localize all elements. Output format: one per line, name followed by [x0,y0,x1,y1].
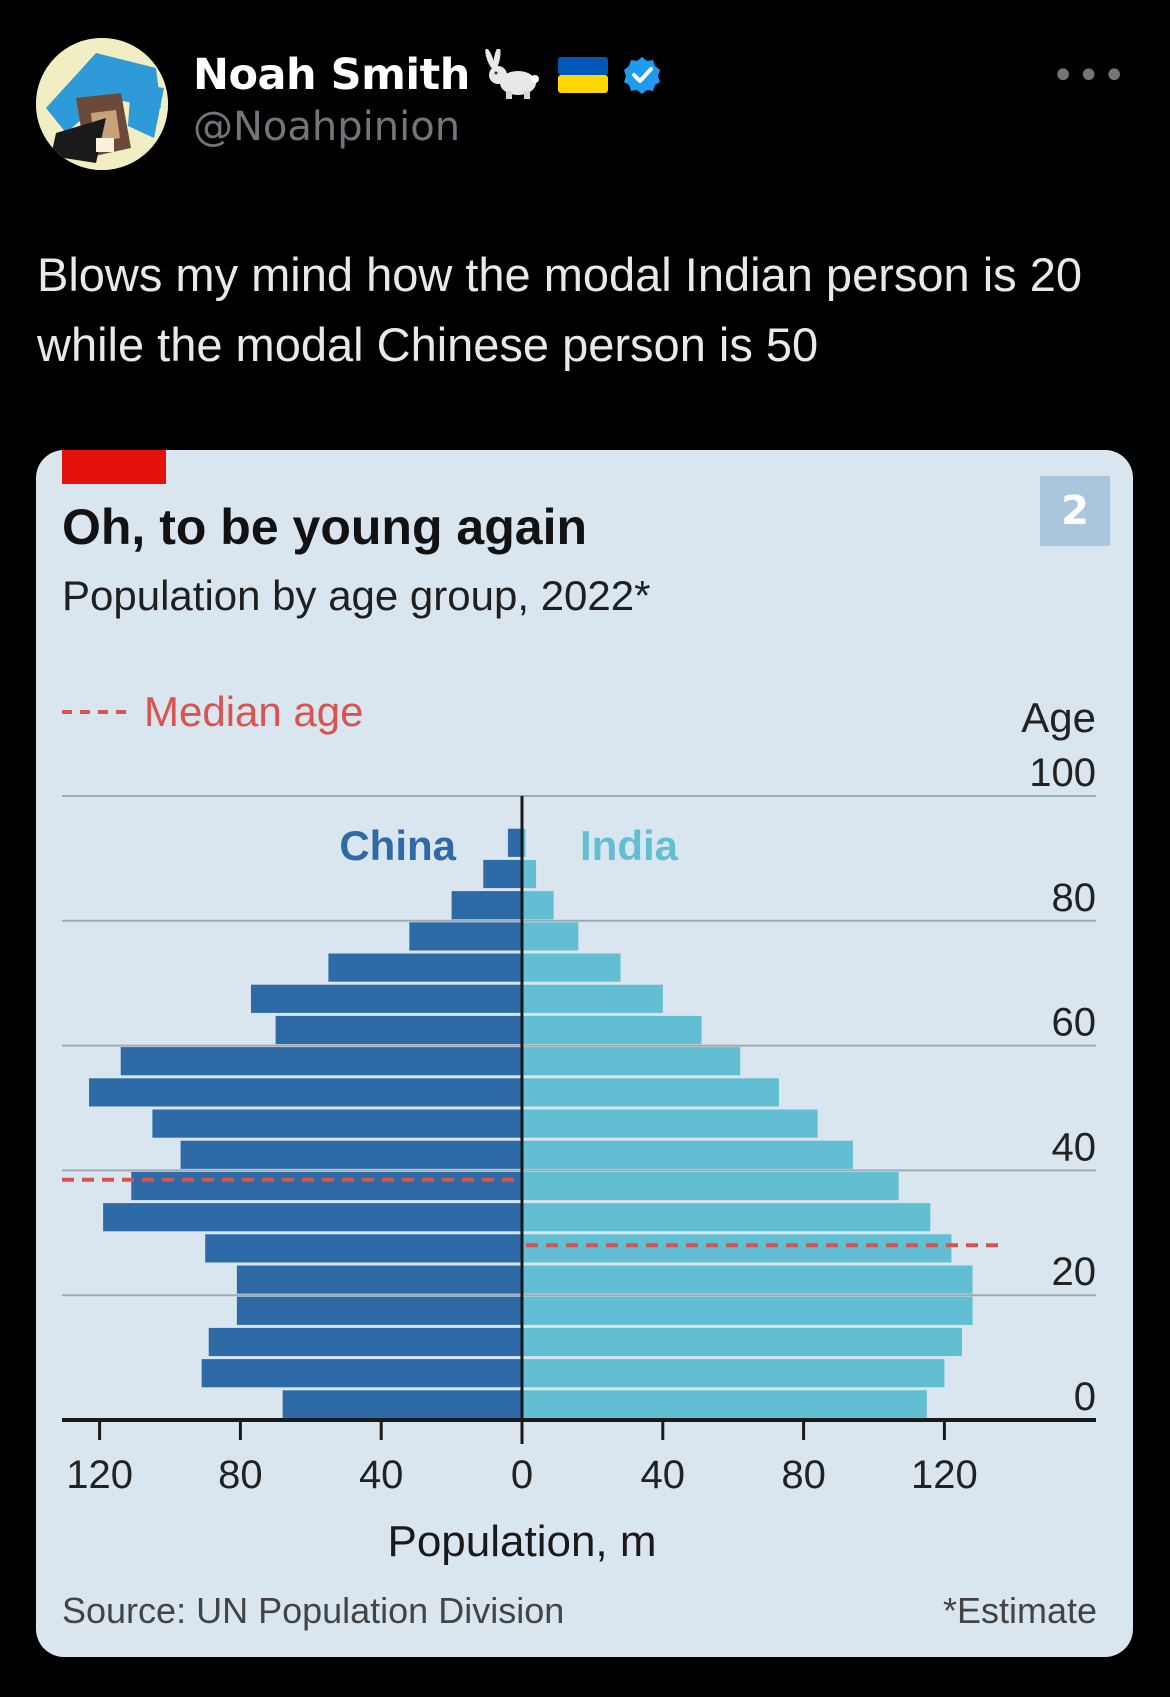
china-bar [103,1203,523,1232]
china-bar [275,1015,522,1045]
india-bar [522,1359,945,1388]
y-tick-label: 100 [1029,751,1096,795]
population-pyramid-chart: 0 20 40 60 80 100 Age Median age China India 120 80… [62,688,1097,1566]
chart-image[interactable]: Oh, to be young again Population by age … [36,450,1133,1657]
india-bar [522,1327,962,1357]
india-bar [522,1171,899,1201]
x-tick-label: 80 [218,1453,263,1497]
avatar[interactable] [36,38,168,170]
india-bar [522,984,663,1013]
china-bar [282,1390,522,1419]
india-bar [522,1203,931,1232]
x-axis-label: Population, m [387,1517,656,1566]
china-bar [201,1359,522,1388]
india-bar [522,1140,853,1169]
y-tick-label: 0 [1074,1375,1096,1419]
verified-badge-icon [622,55,662,95]
india-bar [522,1296,973,1325]
y-tick-label: 40 [1052,1125,1097,1169]
more-options-icon[interactable]: ••• [1051,53,1128,99]
y-tick-label: 20 [1052,1250,1097,1294]
china-bar [250,984,522,1013]
india-bar [522,891,554,920]
china-series-label: China [339,822,456,869]
median-legend-label: Median age [144,688,364,735]
chart-source: Source: UN Population Division [62,1590,565,1631]
india-bar [522,1015,702,1045]
india-bar [522,1047,741,1076]
avatar-image [36,38,168,170]
chart-title: Oh, to be young again [62,499,587,555]
china-bar [120,1047,522,1076]
india-bar [522,1390,927,1419]
china-bar [89,1078,522,1107]
india-bar [522,1234,952,1263]
china-bar [328,953,522,982]
chart-subtitle: Population by age group, 2022* [62,572,651,619]
x-tick-label: 120 [66,1453,133,1497]
x-tick-label: 120 [911,1453,978,1497]
y-tick-label: 80 [1052,876,1097,920]
x-tick-label: 0 [511,1453,533,1497]
china-bar [208,1327,522,1357]
india-bar [522,828,526,857]
india-bar [522,922,579,951]
ukraine-flag-icon [557,57,608,93]
india-series-label: India [580,822,679,869]
china-bar [451,891,522,920]
x-tick-label: 40 [359,1453,404,1497]
china-bar [483,859,522,889]
india-bar [522,859,537,889]
india-bar [522,1109,818,1138]
author-name[interactable]: Noah Smith [193,50,470,100]
china-bar [152,1109,522,1138]
china-bar [236,1265,522,1294]
china-bar [131,1171,522,1201]
chart-number-badge: 2 [1040,476,1110,546]
china-bar [180,1140,522,1169]
y-axis-label: Age [1021,694,1096,741]
author-handle[interactable]: @Noahpinion [193,104,461,150]
india-bar [522,1078,779,1107]
china-bar [236,1296,522,1325]
india-bar [522,953,621,982]
y-tick-label: 60 [1052,1001,1097,1045]
china-bar [409,922,522,951]
china-bar [205,1234,522,1263]
chart-footnote: *Estimate [942,1590,1097,1631]
tweet-text: Blows my mind how the modal Indian perso… [37,248,1082,371]
x-tick-label: 80 [781,1453,826,1497]
rabbit-icon [484,49,544,101]
india-bar [522,1265,973,1294]
china-bar [507,828,522,857]
x-tick-label: 40 [641,1453,686,1497]
brand-tab [62,450,166,484]
